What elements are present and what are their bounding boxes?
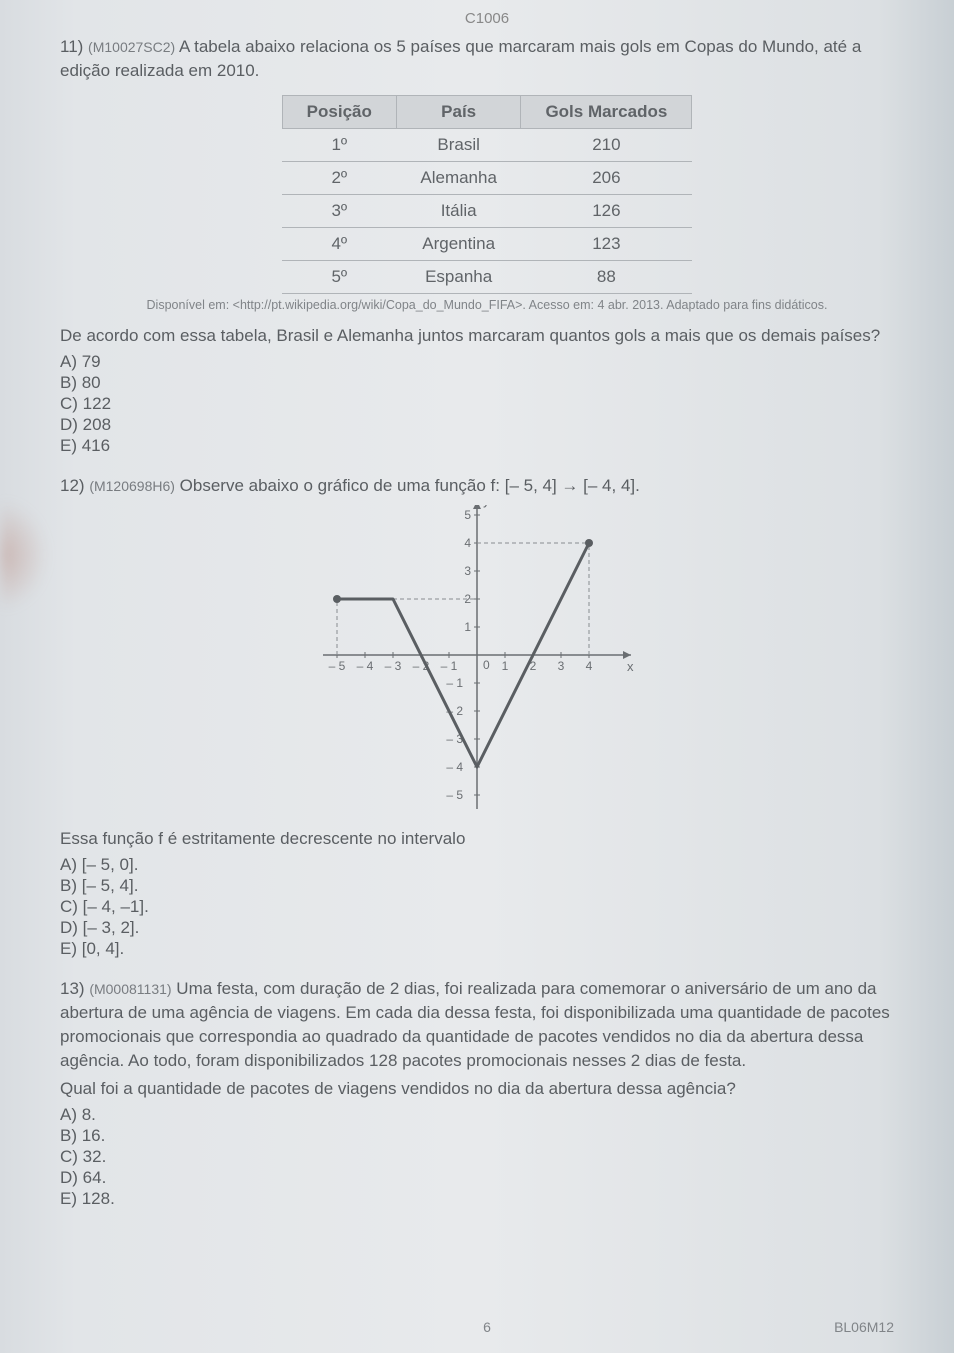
answer-choice: B) 80: [60, 373, 914, 393]
q13-num: 13): [60, 979, 85, 998]
answer-choice: C) 32.: [60, 1147, 914, 1167]
answer-choice: E) [0, 4].: [60, 939, 914, 959]
answer-choice: A) 8.: [60, 1105, 914, 1125]
q11-source: Disponível em: <http://pt.wikipedia.org/…: [60, 298, 914, 312]
q12-choices: A) [– 5, 0].B) [– 5, 4].C) [– 4, –1].D) …: [60, 855, 914, 959]
q12-graph: – 5– 4– 3– 2– 11234– 5– 4– 3– 2– 1123450…: [60, 505, 914, 815]
svg-text:x: x: [627, 659, 634, 674]
table-cell: 2º: [282, 161, 396, 194]
table-cell: Brasil: [396, 128, 521, 161]
q11-ref: (M10027SC2): [88, 39, 175, 55]
svg-text:– 5: – 5: [446, 788, 463, 802]
table-row: 3ºItália126: [282, 194, 692, 227]
q12-body: Observe abaixo o gráfico de uma função f…: [180, 476, 640, 495]
footer-code: BL06M12: [834, 1319, 894, 1335]
table-cell: 3º: [282, 194, 396, 227]
question-13: 13) (M00081131) Uma festa, com duração d…: [60, 977, 914, 1208]
svg-text:– 1: – 1: [446, 676, 463, 690]
svg-text:– 4: – 4: [357, 659, 374, 673]
table-cell: 210: [521, 128, 692, 161]
q13-subtext: Qual foi a quantidade de pacotes de viag…: [60, 1079, 914, 1099]
question-11: 11) (M10027SC2) A tabela abaixo relacion…: [60, 35, 914, 456]
q12-num: 12): [60, 476, 85, 495]
q13-choices: A) 8.B) 16.C) 32.D) 64.E) 128.: [60, 1105, 914, 1209]
answer-choice: E) 128.: [60, 1189, 914, 1209]
svg-text:– 5: – 5: [329, 659, 346, 673]
table-row: 5ºEspanha88: [282, 260, 692, 293]
table-cell: 206: [521, 161, 692, 194]
q11-choices: A) 79B) 80C) 122D) 208E) 416: [60, 352, 914, 456]
svg-text:1: 1: [502, 659, 509, 673]
header-code: C1006: [60, 10, 914, 27]
table-row: 4ºArgentina123: [282, 227, 692, 260]
table-cell: 123: [521, 227, 692, 260]
question-12: 12) (M120698H6) Observe abaixo o gráfico…: [60, 474, 914, 960]
table-cell: 126: [521, 194, 692, 227]
svg-text:3: 3: [464, 564, 471, 578]
table-cell: Argentina: [396, 227, 521, 260]
page-number: 6: [140, 1319, 834, 1335]
svg-text:1: 1: [464, 620, 471, 634]
q12-subtext: Essa função f é estritamente decrescente…: [60, 829, 914, 849]
q11-text: 11) (M10027SC2) A tabela abaixo relacion…: [60, 35, 914, 83]
table-row: 1ºBrasil210: [282, 128, 692, 161]
q13-body: Uma festa, com duração de 2 dias, foi re…: [60, 979, 890, 1069]
table-cell: 5º: [282, 260, 396, 293]
answer-choice: D) [– 3, 2].: [60, 918, 914, 938]
table-cell: 1º: [282, 128, 396, 161]
answer-choice: B) 16.: [60, 1126, 914, 1146]
answer-choice: D) 64.: [60, 1168, 914, 1188]
answer-choice: B) [– 5, 4].: [60, 876, 914, 896]
table-row: 2ºAlemanha206: [282, 161, 692, 194]
svg-text:4: 4: [586, 659, 593, 673]
table-header: Gols Marcados: [521, 95, 692, 128]
answer-choice: D) 208: [60, 415, 914, 435]
answer-choice: C) [– 4, –1].: [60, 897, 914, 917]
function-graph: – 5– 4– 3– 2– 11234– 5– 4– 3– 2– 1123450…: [317, 505, 657, 815]
q12-text: 12) (M120698H6) Observe abaixo o gráfico…: [60, 474, 914, 498]
svg-text:y: y: [483, 505, 490, 508]
svg-text:– 3: – 3: [385, 659, 402, 673]
q12-ref: (M120698H6): [89, 478, 175, 494]
svg-text:5: 5: [464, 508, 471, 522]
answer-choice: C) 122: [60, 394, 914, 414]
table-cell: Espanha: [396, 260, 521, 293]
table-cell: Alemanha: [396, 161, 521, 194]
q11-table: PosiçãoPaísGols Marcados 1ºBrasil2102ºAl…: [282, 95, 693, 294]
svg-text:4: 4: [464, 536, 471, 550]
svg-text:– 1: – 1: [441, 659, 458, 673]
svg-text:– 4: – 4: [446, 760, 463, 774]
answer-choice: A) [– 5, 0].: [60, 855, 914, 875]
q13-ref: (M00081131): [89, 981, 171, 997]
answer-choice: E) 416: [60, 436, 914, 456]
svg-text:3: 3: [558, 659, 565, 673]
table-header: País: [396, 95, 521, 128]
q13-text: 13) (M00081131) Uma festa, com duração d…: [60, 977, 914, 1072]
q11-body: A tabela abaixo relaciona os 5 países qu…: [60, 37, 861, 80]
q11-subtext: De acordo com essa tabela, Brasil e Alem…: [60, 326, 914, 346]
answer-choice: A) 79: [60, 352, 914, 372]
footer: 6 BL06M12: [0, 1319, 954, 1335]
table-cell: 88: [521, 260, 692, 293]
table-header: Posição: [282, 95, 396, 128]
table-cell: Itália: [396, 194, 521, 227]
svg-text:0: 0: [483, 658, 490, 672]
table-cell: 4º: [282, 227, 396, 260]
q11-num: 11): [60, 37, 83, 56]
